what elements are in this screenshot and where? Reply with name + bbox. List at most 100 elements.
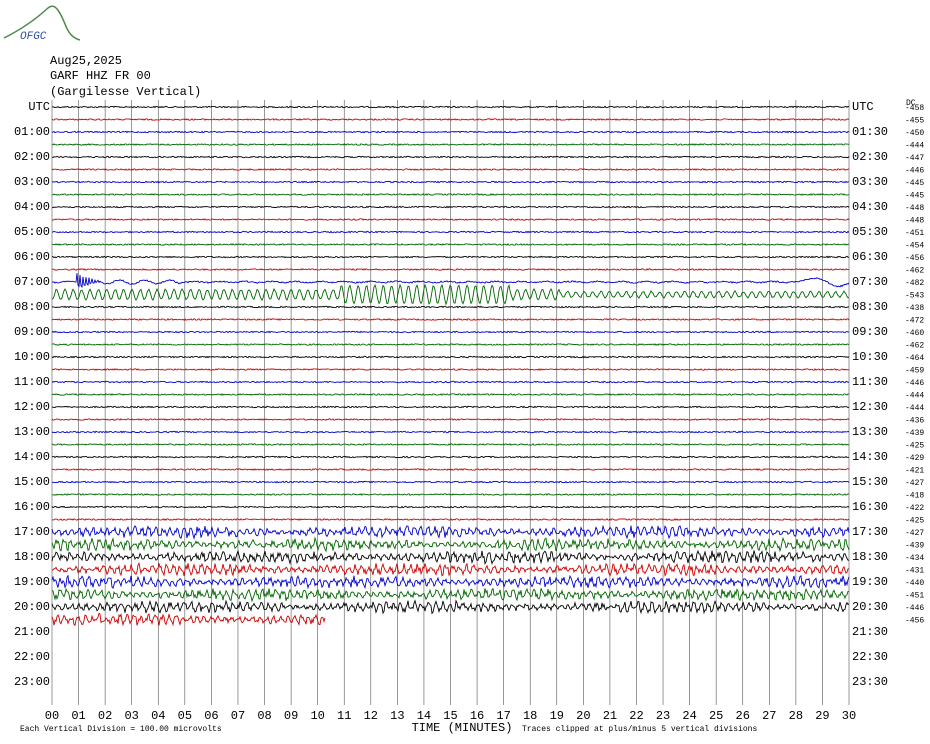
left-time-label: 08:00 bbox=[14, 300, 50, 314]
trace bbox=[51, 268, 849, 271]
trace bbox=[51, 273, 850, 288]
right-time-label: 09:30 bbox=[852, 325, 888, 339]
trace bbox=[51, 193, 850, 196]
right-time-label: 10:30 bbox=[852, 350, 888, 364]
dc-offset: -425 bbox=[905, 517, 924, 526]
trace bbox=[51, 505, 850, 509]
x-tick-label: 27 bbox=[762, 709, 776, 723]
left-time-label: UTC bbox=[28, 100, 50, 114]
dc-offset: -446 bbox=[905, 167, 924, 176]
trace bbox=[51, 524, 850, 540]
x-tick-label: 09 bbox=[284, 709, 298, 723]
left-time-label: 02:00 bbox=[14, 150, 50, 164]
left-time-label: 05:00 bbox=[14, 225, 50, 239]
dc-offset: -456 bbox=[905, 254, 924, 263]
logo-curve bbox=[3, 5, 81, 41]
x-tick-label: 14 bbox=[417, 709, 431, 723]
trace bbox=[51, 155, 850, 159]
x-tick-label: 22 bbox=[629, 709, 643, 723]
dc-offset: -460 bbox=[905, 329, 924, 338]
trace bbox=[51, 343, 850, 346]
trace bbox=[51, 493, 850, 496]
right-time-label: 18:30 bbox=[852, 550, 888, 564]
station: GARF HHZ FR 00 bbox=[50, 69, 151, 83]
right-time-label: 19:30 bbox=[852, 575, 888, 589]
dc-offset: -439 bbox=[905, 542, 924, 551]
dc-offset: -438 bbox=[905, 304, 924, 313]
right-time-label: 21:30 bbox=[852, 625, 888, 639]
right-time-label: 08:30 bbox=[852, 300, 888, 314]
trace bbox=[51, 405, 850, 409]
left-time-label: 10:00 bbox=[14, 350, 50, 364]
dc-offset: -444 bbox=[905, 404, 924, 413]
trace bbox=[51, 230, 850, 234]
dc-offset: -439 bbox=[905, 429, 924, 438]
dc-offset: -454 bbox=[905, 242, 924, 251]
trace bbox=[51, 218, 850, 221]
dc-label: DC bbox=[906, 99, 916, 108]
right-time-label: 14:30 bbox=[852, 450, 888, 464]
x-tick-label: 19 bbox=[550, 709, 564, 723]
right-time-label: 17:30 bbox=[852, 525, 888, 539]
trace bbox=[51, 380, 850, 384]
right-time-label: 15:30 bbox=[852, 475, 888, 489]
right-time-label: 16:30 bbox=[852, 500, 888, 514]
right-time-label: 05:30 bbox=[852, 225, 888, 239]
dc-offset: -444 bbox=[905, 142, 924, 151]
trace bbox=[51, 443, 850, 446]
dc-offset: -482 bbox=[905, 279, 924, 288]
dc-offset: -448 bbox=[905, 204, 924, 213]
right-time-label: 04:30 bbox=[852, 200, 888, 214]
dc-offset: -421 bbox=[905, 467, 924, 476]
dc-offset: -451 bbox=[905, 592, 924, 601]
x-tick-label: 18 bbox=[523, 709, 537, 723]
dc-offset: -422 bbox=[905, 504, 924, 513]
dc-offset: -543 bbox=[905, 292, 924, 301]
x-tick-label: 08 bbox=[257, 709, 271, 723]
x-axis-title: TIME (MINUTES) bbox=[412, 721, 513, 735]
dc-offset: -462 bbox=[905, 342, 924, 351]
trace bbox=[51, 355, 850, 359]
left-time-label: 12:00 bbox=[14, 400, 50, 414]
clip-note: Traces clipped at plus/minus 5 vertical … bbox=[522, 725, 757, 734]
dc-offset: -450 bbox=[905, 129, 924, 138]
dc-offset: -425 bbox=[905, 442, 924, 451]
trace bbox=[51, 330, 850, 334]
dc-offset: -447 bbox=[905, 154, 924, 163]
dc-offset: -434 bbox=[905, 554, 924, 563]
dc-offset: -456 bbox=[905, 617, 924, 626]
x-tick-label: 02 bbox=[98, 709, 112, 723]
x-tick-label: 29 bbox=[815, 709, 829, 723]
trace bbox=[51, 283, 850, 306]
x-tick-label: 06 bbox=[204, 709, 218, 723]
left-time-label: 19:00 bbox=[14, 575, 50, 589]
dc-offset: -455 bbox=[905, 117, 924, 126]
trace bbox=[51, 305, 850, 309]
x-tick-label: 13 bbox=[390, 709, 404, 723]
trace bbox=[51, 574, 850, 590]
trace bbox=[51, 480, 850, 484]
x-tick-label: 15 bbox=[443, 709, 457, 723]
trace bbox=[51, 318, 850, 321]
right-time-label: 06:30 bbox=[852, 250, 888, 264]
dc-offset: -445 bbox=[905, 179, 924, 188]
x-tick-label: 16 bbox=[470, 709, 484, 723]
left-time-label: 16:00 bbox=[14, 500, 50, 514]
dc-offset: -446 bbox=[905, 604, 924, 613]
trace bbox=[51, 587, 850, 603]
left-time-label: 18:00 bbox=[14, 550, 50, 564]
right-time-label: 12:30 bbox=[852, 400, 888, 414]
trace bbox=[51, 143, 850, 146]
trace bbox=[51, 549, 850, 565]
dc-offset: -472 bbox=[905, 317, 924, 326]
trace bbox=[51, 168, 850, 171]
dc-offset: -458 bbox=[905, 104, 924, 113]
trace bbox=[51, 393, 850, 396]
trace bbox=[51, 243, 850, 246]
trace bbox=[51, 418, 850, 421]
dc-offset: -427 bbox=[905, 479, 924, 488]
left-time-label: 17:00 bbox=[14, 525, 50, 539]
right-time-label: 03:30 bbox=[852, 175, 888, 189]
trace bbox=[51, 468, 850, 471]
